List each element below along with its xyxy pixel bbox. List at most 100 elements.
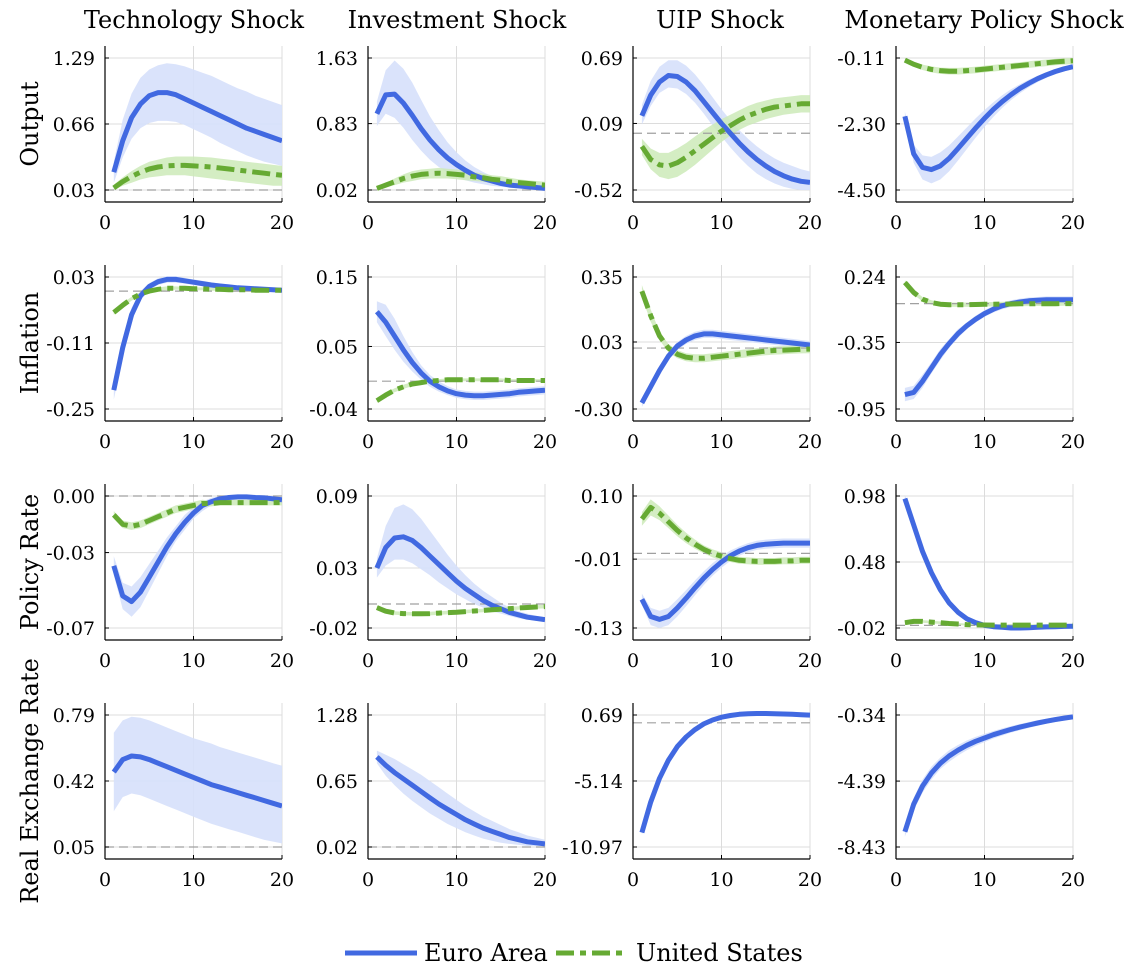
y-tick-label: 0.69 xyxy=(581,48,623,70)
line-united-states xyxy=(112,285,282,315)
y-tick-label: 0.66 xyxy=(53,114,95,136)
row-label-policy-rate: Policy Rate xyxy=(16,494,44,630)
line-euro-area xyxy=(374,310,545,399)
line-euro-area xyxy=(111,90,282,173)
x-tick-label: 0 xyxy=(99,869,111,891)
x-tick-label: 20 xyxy=(533,869,557,891)
y-tick-label: -0.02 xyxy=(837,618,886,640)
x-tick-label: 20 xyxy=(533,212,557,234)
x-tick-label: 0 xyxy=(99,212,111,234)
band-united-states xyxy=(113,156,282,190)
band-euro-area xyxy=(641,538,810,628)
x-tick-label: 20 xyxy=(533,431,557,453)
y-tick-label: -0.07 xyxy=(46,618,95,640)
x-tick-label: 10 xyxy=(181,650,205,672)
y-tick-label: -0.11 xyxy=(837,48,886,70)
y-tick-label: -0.35 xyxy=(837,332,886,354)
panel-inflation-monetary-policy-shock: 0.24 -0.35 -0.950 10 20 xyxy=(837,265,1085,453)
line-euro-area xyxy=(902,497,1073,631)
y-tick-label: 0.02 xyxy=(316,180,358,202)
y-tick-label: 0.79 xyxy=(53,705,95,727)
line-euro-area xyxy=(111,494,282,605)
line-euro-area xyxy=(639,331,810,405)
x-tick-label: 10 xyxy=(181,431,205,453)
line-united-states xyxy=(112,162,282,190)
y-tick-label: -0.01 xyxy=(574,549,623,571)
x-tick-label: 20 xyxy=(270,431,294,453)
y-tick-label: -5.14 xyxy=(574,771,623,793)
line-euro-area xyxy=(639,711,810,834)
panel-inflation-technology-shock: 0.03 -0.11 -0.250 10 20 xyxy=(46,265,294,453)
x-tick-label: 20 xyxy=(1061,431,1085,453)
column-title-uip-shock: UIP Shock xyxy=(656,6,784,34)
y-tick-label: 1.29 xyxy=(53,48,95,70)
panel-real-exchange-rate-investment-shock: 1.28 0.65 0.020 10 20 xyxy=(316,703,557,891)
y-tick-label: 1.63 xyxy=(316,48,358,70)
panel-inflation-investment-shock: 0.15 0.05 -0.040 10 20 xyxy=(309,265,557,453)
y-tick-label: 0.05 xyxy=(316,336,358,358)
y-tick-label: -8.43 xyxy=(837,837,886,859)
x-tick-label: 20 xyxy=(798,650,822,672)
x-tick-label: 0 xyxy=(627,869,639,891)
x-tick-label: 20 xyxy=(270,212,294,234)
column-title-investment-shock: Investment Shock xyxy=(348,6,567,34)
legend-label-euro-area: Euro Area xyxy=(424,939,548,966)
y-tick-label: -0.03 xyxy=(46,543,95,565)
band-euro-area xyxy=(376,60,545,190)
line-united-states xyxy=(375,604,545,617)
line-united-states xyxy=(904,618,1073,628)
legend-label-united-states: United States xyxy=(636,939,803,966)
x-tick-label: 0 xyxy=(99,431,111,453)
row-label-real-exchange-rate: Real Exchange Rate xyxy=(16,658,44,904)
line-united-states xyxy=(375,377,545,403)
panel-real-exchange-rate-monetary-policy-shock: -0.34 -4.39 -8.430 10 20 xyxy=(837,703,1085,891)
band-euro-area xyxy=(376,301,545,400)
panel-policy-rate-monetary-policy-shock: 0.98 0.48 -0.020 10 20 xyxy=(837,484,1085,672)
line-euro-area xyxy=(374,91,545,191)
y-tick-label: -0.04 xyxy=(309,399,358,421)
line-united-states xyxy=(111,500,282,529)
panel-policy-rate-uip-shock: 0.10 -0.01 -0.130 10 20 xyxy=(574,484,822,672)
panel-policy-rate-technology-shock: 0.00 -0.03 -0.070 10 20 xyxy=(46,484,294,672)
x-tick-label: 10 xyxy=(709,212,733,234)
line-united-states xyxy=(639,290,810,361)
y-tick-label: -10.97 xyxy=(562,837,623,859)
line-euro-area xyxy=(902,64,1073,173)
y-tick-label: 0.03 xyxy=(53,267,95,289)
x-tick-label: 10 xyxy=(444,431,468,453)
y-tick-label: -4.50 xyxy=(837,180,886,202)
x-tick-label: 20 xyxy=(798,212,822,234)
line-euro-area xyxy=(111,753,282,809)
y-tick-label: 0.02 xyxy=(316,837,358,859)
x-tick-label: 0 xyxy=(362,650,374,672)
line-united-states xyxy=(376,170,545,191)
y-tick-label: 0.35 xyxy=(581,267,623,289)
y-tick-label: 0.15 xyxy=(316,267,358,289)
x-tick-label: 10 xyxy=(444,212,468,234)
panel-output-monetary-policy-shock: -0.11 -2.30 -4.500 10 20 xyxy=(837,46,1085,234)
x-tick-label: 10 xyxy=(972,431,996,453)
y-tick-label: -0.11 xyxy=(46,333,95,355)
x-tick-label: 0 xyxy=(890,869,902,891)
x-tick-label: 0 xyxy=(362,431,374,453)
line-united-states xyxy=(639,505,810,564)
band-euro-area xyxy=(113,496,282,617)
band-euro-area xyxy=(376,504,545,622)
y-tick-label: 0.48 xyxy=(844,552,886,574)
x-tick-label: 0 xyxy=(362,212,374,234)
row-label-inflation: Inflation xyxy=(16,292,44,394)
line-euro-area xyxy=(375,755,545,847)
y-tick-label: 0.09 xyxy=(316,486,358,508)
x-tick-label: 0 xyxy=(890,212,902,234)
x-tick-label: 10 xyxy=(181,869,205,891)
x-tick-label: 20 xyxy=(1061,650,1085,672)
y-tick-label: 0.03 xyxy=(581,332,623,354)
x-tick-label: 20 xyxy=(270,869,294,891)
x-tick-label: 20 xyxy=(1061,869,1085,891)
x-tick-label: 10 xyxy=(709,431,733,453)
x-tick-label: 20 xyxy=(798,869,822,891)
x-tick-label: 10 xyxy=(709,869,733,891)
x-tick-label: 0 xyxy=(890,431,902,453)
line-euro-area xyxy=(902,714,1073,833)
